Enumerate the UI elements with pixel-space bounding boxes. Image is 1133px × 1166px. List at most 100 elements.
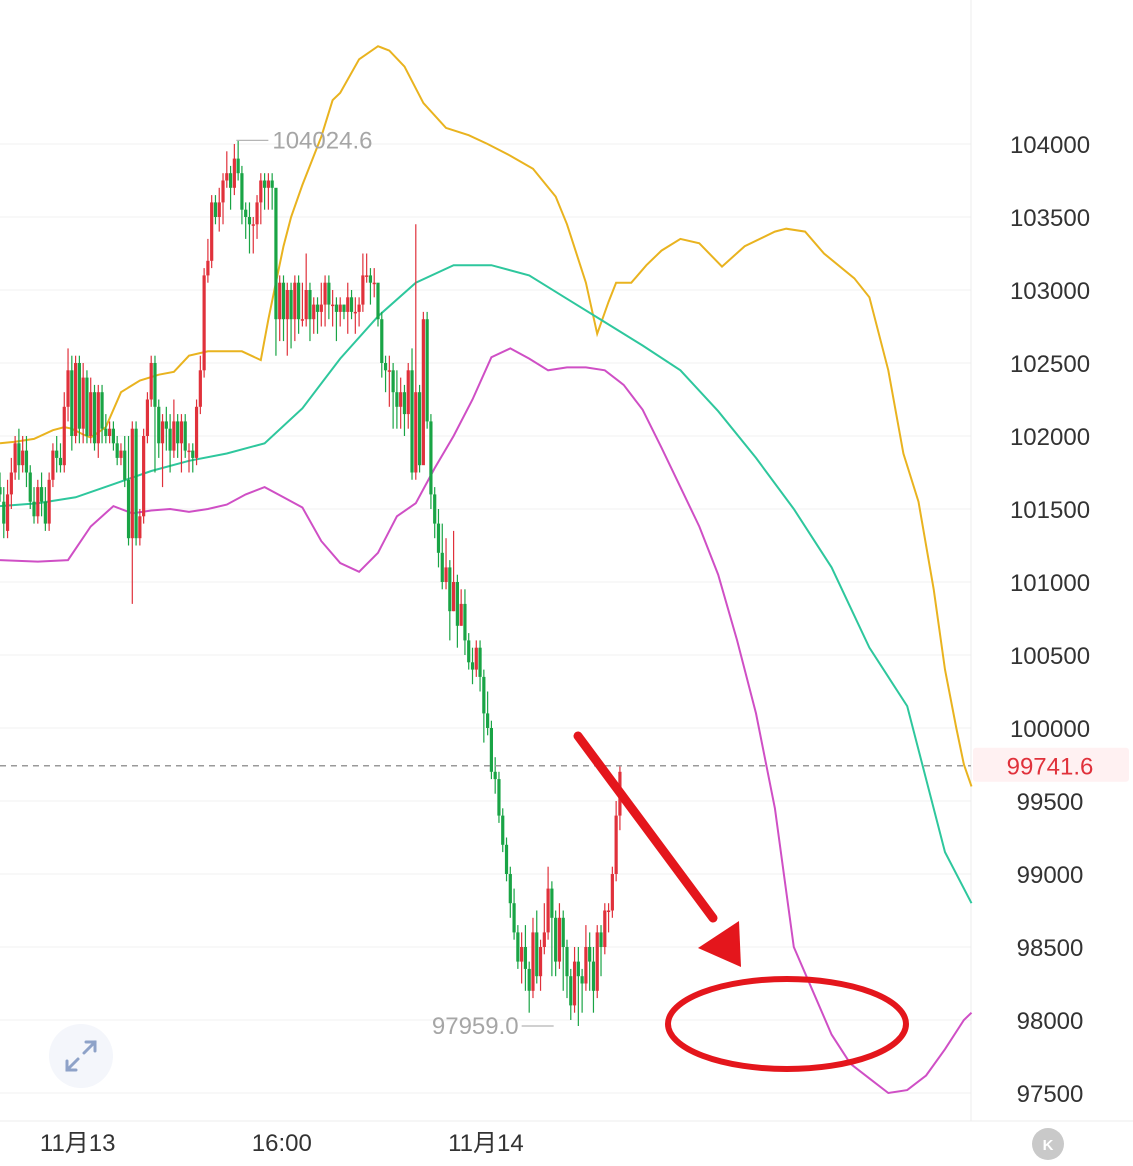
- candle: [542, 903, 546, 955]
- y-tick-label: 104000: [1010, 132, 1090, 159]
- candle: [387, 355, 391, 407]
- expand-button[interactable]: [49, 1024, 113, 1088]
- low-price-label: 97959.0: [432, 1013, 519, 1040]
- bollinger-bands: [0, 45, 973, 1095]
- candle-body: [5, 494, 10, 531]
- candle: [85, 370, 89, 444]
- candle-body: [493, 771, 497, 780]
- candle: [138, 509, 142, 546]
- candle: [572, 947, 577, 1013]
- candle: [595, 925, 599, 999]
- candle-body: [149, 363, 153, 400]
- candle-body: [247, 217, 252, 225]
- annotations: 104024.6 97959.0: [236, 127, 554, 1040]
- candle-body: [599, 932, 603, 947]
- y-tick-label: 102000: [1010, 424, 1090, 451]
- candle: [47, 472, 51, 531]
- candle-body: [342, 304, 346, 312]
- candle-body: [387, 370, 391, 372]
- candle-body: [24, 450, 29, 473]
- x-tick-label: 11月14: [448, 1130, 524, 1157]
- candle-body: [293, 282, 297, 320]
- candle-body: [550, 888, 554, 918]
- candle: [452, 530, 456, 612]
- candle-body: [580, 976, 584, 984]
- candle: [429, 414, 433, 509]
- candle-body: [198, 370, 202, 407]
- candle: [467, 633, 471, 670]
- lower-band-line: [0, 347, 973, 1095]
- candle: [482, 669, 486, 743]
- candle-body: [584, 947, 588, 984]
- candle-body: [478, 647, 482, 677]
- candle: [153, 355, 157, 473]
- candle-body: [527, 968, 531, 991]
- candle: [217, 187, 221, 232]
- candle: [588, 932, 592, 991]
- candle-body: [391, 370, 395, 393]
- candle-body: [535, 932, 539, 977]
- candle-body: [217, 202, 221, 217]
- candle-body: [429, 421, 433, 495]
- candle-body: [346, 297, 350, 312]
- candle-body: [327, 282, 331, 305]
- candle: [444, 538, 448, 590]
- candle: [410, 348, 414, 480]
- candle-body: [85, 377, 89, 436]
- y-tick-label: 98000: [1017, 1008, 1084, 1035]
- candle-body: [119, 450, 123, 458]
- candle-body: [414, 392, 418, 473]
- candle: [569, 968, 573, 1020]
- candle: [111, 421, 115, 451]
- candle: [157, 399, 161, 458]
- candle-body: [383, 363, 388, 371]
- candle: [244, 202, 248, 239]
- candle-body: [520, 947, 524, 962]
- candle: [376, 282, 380, 327]
- candle: [92, 384, 97, 451]
- candle: [134, 421, 138, 546]
- y-tick-label: 99500: [1017, 789, 1084, 816]
- candle-body: [255, 202, 259, 225]
- candle-body: [452, 582, 456, 612]
- candle-body: [372, 282, 376, 285]
- candle: [206, 238, 210, 283]
- candle: [43, 487, 47, 531]
- candle-body: [126, 479, 131, 539]
- current-price-label: 99741.6: [1007, 754, 1094, 781]
- candle: [108, 421, 112, 444]
- candle: [297, 275, 301, 334]
- candle: [142, 428, 146, 524]
- candle-body: [606, 910, 611, 912]
- candle-body: [179, 421, 184, 444]
- candle-body: [497, 779, 501, 816]
- candle-body: [523, 947, 528, 969]
- candle-body: [263, 180, 267, 188]
- candle: [399, 377, 403, 429]
- candle-body: [183, 421, 187, 451]
- candle-body: [410, 370, 414, 473]
- candle-body: [361, 275, 365, 305]
- chart-logo-button[interactable]: K: [1032, 1128, 1064, 1160]
- candle: [331, 290, 335, 327]
- candle: [21, 436, 25, 473]
- candle-body: [455, 582, 459, 626]
- candle-body: [331, 304, 335, 307]
- candle-body: [380, 319, 384, 363]
- candle: [36, 479, 40, 524]
- candle-body: [312, 304, 316, 320]
- candle: [319, 282, 323, 327]
- candle-body: [108, 428, 112, 436]
- candle-body: [448, 567, 452, 612]
- candle-body: [297, 282, 301, 320]
- candle-body: [474, 647, 478, 670]
- candle-body: [365, 275, 369, 277]
- candle: [334, 297, 339, 342]
- candle: [123, 436, 127, 488]
- candle-body: [240, 173, 244, 210]
- candle-body: [58, 457, 63, 466]
- candle: [383, 355, 388, 393]
- candle-body: [39, 487, 44, 502]
- candle: [312, 297, 316, 334]
- candle: [391, 363, 395, 429]
